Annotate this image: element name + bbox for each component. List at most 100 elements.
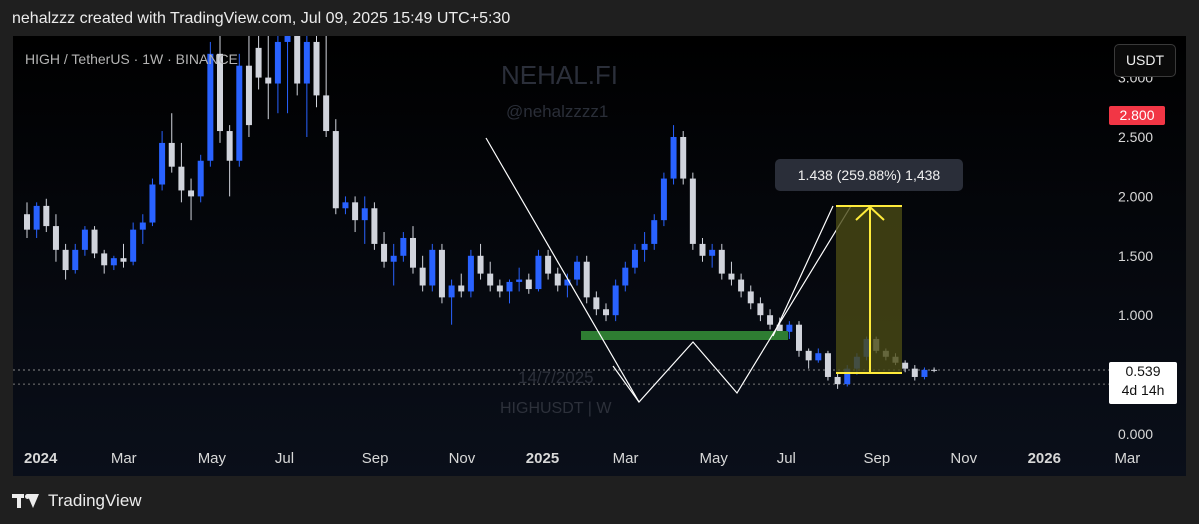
candle-body: [525, 279, 532, 290]
y-tick-label: 2.000: [1118, 188, 1153, 204]
candle-body: [438, 249, 445, 298]
candle-body: [496, 285, 503, 292]
candle-body: [448, 285, 455, 298]
candle-body: [381, 243, 388, 262]
bar-countdown: 4d 14h: [1121, 382, 1165, 398]
measure-label: 1.438 (259.88%) 1,438: [775, 159, 963, 191]
candle-body: [477, 255, 484, 274]
candle-body: [670, 136, 677, 179]
candle-body: [612, 285, 619, 316]
bottom-bar: TradingView: [0, 476, 1199, 524]
watermark-handle: @nehalzzzz1: [506, 102, 609, 121]
price-badge: 2.800: [1109, 106, 1165, 125]
candle-body: [72, 249, 79, 271]
resistance-zone: [581, 331, 788, 340]
candle-body: [139, 222, 146, 230]
candle-body: [805, 350, 812, 361]
candle-body: [110, 258, 117, 266]
candle-body: [487, 273, 494, 286]
x-tick-label: May: [700, 450, 729, 467]
candle-body: [834, 376, 841, 385]
tradingview-brand[interactable]: TradingView: [12, 491, 142, 511]
candle-body: [371, 208, 378, 244]
candle-body: [62, 249, 69, 271]
candle-body: [101, 253, 108, 266]
last-price-badge: 0.539 4d 14h: [1109, 362, 1177, 404]
candle-body: [767, 315, 774, 325]
downtrend-line: [485, 137, 640, 403]
candle-body: [217, 53, 223, 132]
candle-body: [680, 136, 687, 179]
candle-body: [776, 324, 783, 332]
candle-body: [265, 77, 272, 84]
candle-body: [786, 324, 793, 332]
candle-body: [33, 205, 40, 230]
candle-body: [81, 229, 88, 250]
candle-body: [622, 267, 629, 286]
candle-body: [429, 249, 436, 286]
candle-body: [699, 243, 706, 256]
x-tick-label: Mar: [613, 450, 639, 467]
candle-body: [361, 208, 368, 221]
candle-body: [178, 166, 185, 191]
target-arrow-head: [855, 205, 885, 221]
candle-body: [718, 249, 725, 274]
candle-body: [274, 41, 281, 84]
x-tick-label: 2025: [526, 450, 559, 467]
chart-pane[interactable]: 3.000 2.500 2.000 1.500 1.000 0.000 2024 Mar May…: [13, 36, 1186, 476]
candle-body: [728, 273, 735, 280]
y-tick-label: 0.000: [1118, 426, 1153, 442]
watermark-title: NEHAL.FI: [501, 60, 619, 90]
candle-body: [583, 261, 590, 298]
candle-body: [931, 369, 938, 371]
candle-body: [747, 291, 754, 304]
x-tick-label: Mar: [111, 450, 137, 467]
candle-body: [554, 273, 561, 286]
x-tick-label: May: [198, 450, 227, 467]
candle-body: [574, 261, 581, 280]
x-tick-label: 2024: [24, 450, 58, 467]
candle-body: [168, 142, 175, 167]
candle-body: [294, 36, 301, 84]
tradingview-logo-icon: [12, 492, 42, 510]
candle-body: [43, 205, 50, 227]
candle-body: [91, 229, 98, 254]
candle-body: [303, 41, 310, 84]
candle-body: [796, 324, 802, 351]
candle-body: [535, 255, 542, 290]
candle-body: [689, 178, 696, 244]
candle-body: [120, 258, 127, 262]
x-tick-label: Nov: [449, 450, 476, 467]
candle-body: [390, 255, 397, 262]
candle-body: [197, 160, 204, 197]
candle-body: [236, 65, 243, 161]
x-tick-label: Jul: [275, 450, 294, 467]
candle-body: [593, 297, 600, 310]
candle-body: [506, 281, 513, 292]
x-tick-label: Jul: [777, 450, 796, 467]
candle-body: [245, 65, 252, 126]
candle-body: [660, 178, 667, 221]
currency-button[interactable]: USDT: [1114, 44, 1176, 77]
candle-body: [313, 41, 320, 96]
candle-body: [352, 202, 359, 221]
candle-body: [284, 36, 291, 42]
snapshot-caption: nehalzzz created with TradingView.com, J…: [12, 10, 511, 27]
candle-body: [921, 369, 928, 377]
candle-body: [149, 184, 156, 223]
candle-body: [516, 279, 523, 282]
y-tick-label: 1.000: [1118, 307, 1153, 323]
candle-body: [419, 267, 426, 286]
candle-body: [467, 255, 474, 292]
top-bar: nehalzzz created with TradingView.com, J…: [0, 0, 1199, 36]
x-tick-label: 2026: [1028, 450, 1061, 467]
candle-body: [24, 214, 30, 230]
symbol-info[interactable]: HIGH / TetherUS · 1W · BINANCE: [25, 51, 238, 67]
x-tick-label: Sep: [362, 450, 389, 467]
candle-body: [323, 95, 330, 132]
candle-body: [342, 202, 349, 209]
candle-body: [844, 368, 851, 385]
candle-body: [159, 142, 166, 185]
candle-body: [911, 368, 918, 377]
